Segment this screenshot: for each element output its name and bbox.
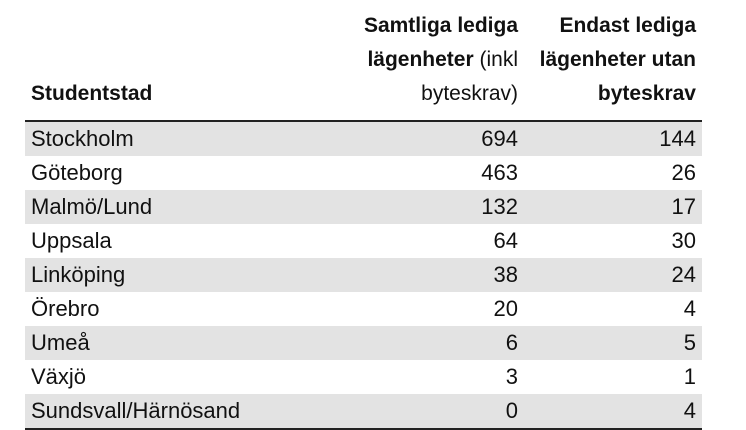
- table-row: Uppsala 64 30: [25, 224, 702, 258]
- cell-only: 30: [671, 228, 696, 253]
- cell-city: Linköping: [25, 258, 347, 292]
- table-row: Stockholm 694 144: [25, 121, 702, 156]
- cell-all: 38: [347, 258, 524, 292]
- header-only-apartments: Endast lediga lägenheter utan byteskrav: [524, 0, 702, 122]
- table-row: Umeå 6 5: [25, 326, 702, 360]
- cell-city: Sundsvall/Härnösand: [25, 394, 347, 430]
- header-row: Studentstad Samtliga lediga lägenheter (…: [25, 0, 702, 122]
- cell-all: 694: [347, 121, 524, 156]
- apartments-table: Studentstad Samtliga lediga lägenheter (…: [25, 0, 702, 430]
- header-city: Studentstad: [25, 0, 347, 122]
- table-row: Växjö 3 1: [25, 360, 702, 394]
- cell-city: Uppsala: [31, 228, 112, 253]
- cell-only: 26: [671, 160, 696, 185]
- cell-city: Göteborg: [31, 160, 123, 185]
- cell-only: 17: [524, 190, 702, 224]
- cell-all: 64: [493, 228, 518, 253]
- cell-only: 24: [524, 258, 702, 292]
- cell-only: 4: [524, 394, 702, 430]
- table-row: Örebro 20 4: [25, 292, 702, 326]
- cell-all: 3: [505, 364, 518, 389]
- table-row: Malmö/Lund 132 17: [25, 190, 702, 224]
- cell-all: 132: [347, 190, 524, 224]
- cell-all: 0: [347, 394, 524, 430]
- cell-city: Växjö: [31, 364, 87, 389]
- cell-only: 144: [524, 121, 702, 156]
- cell-city: Stockholm: [25, 121, 347, 156]
- cell-only: 5: [524, 326, 702, 360]
- table-row: Linköping 38 24: [25, 258, 702, 292]
- cell-all: 463: [481, 160, 518, 185]
- cell-city: Örebro: [31, 296, 100, 321]
- cell-city: Umeå: [25, 326, 347, 360]
- cell-city: Malmö/Lund: [25, 190, 347, 224]
- table-row: Göteborg 463 26: [25, 156, 702, 190]
- cell-all: 6: [347, 326, 524, 360]
- cell-all: 20: [493, 296, 518, 321]
- cell-only: 4: [683, 296, 696, 321]
- cell-only: 1: [683, 364, 696, 389]
- header-all-apartments: Samtliga lediga lägenheter (inkl byteskr…: [347, 0, 524, 122]
- table-row: Sundsvall/Härnösand 0 4: [25, 394, 702, 430]
